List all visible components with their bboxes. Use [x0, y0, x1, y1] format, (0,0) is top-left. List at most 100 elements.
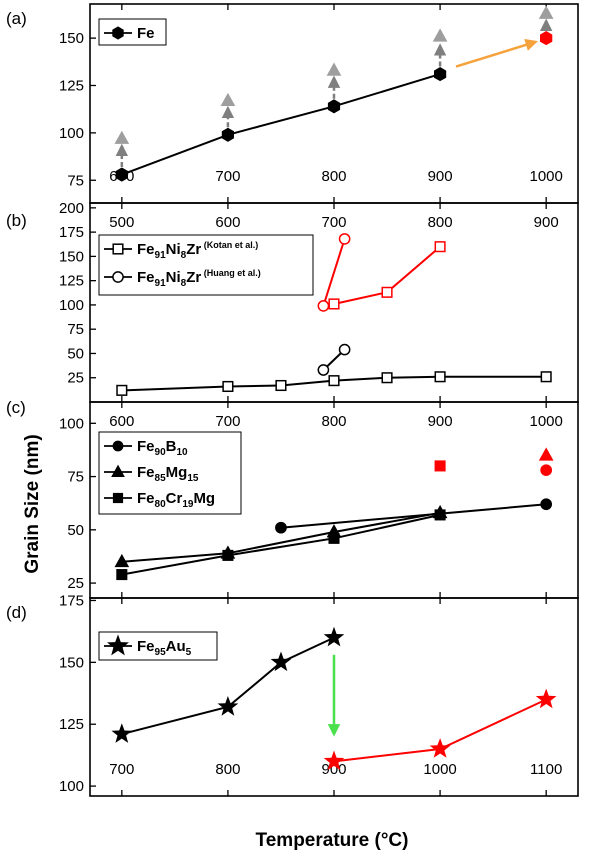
panel-c-label: (c): [6, 398, 26, 417]
data-point: [270, 651, 292, 672]
data-point: [220, 92, 236, 107]
y-tick-label: 125: [59, 273, 84, 290]
legend-marker: [112, 271, 124, 283]
y-tick-label: 100: [59, 778, 84, 795]
legend-label-part: 10: [176, 447, 188, 458]
legend-label: Fe90B10: [137, 438, 188, 458]
data-point: [111, 723, 133, 743]
legend-label-part: 91: [155, 278, 167, 289]
x-tick-label: 700: [321, 214, 346, 231]
x-tick-label: 900: [428, 413, 453, 430]
legend-label-part: B: [166, 438, 177, 455]
legend-label-part: (Huang et al.): [201, 268, 261, 278]
x-tick-label: 1100: [530, 761, 562, 778]
x-tick-label: 900: [534, 214, 559, 231]
data-point: [381, 286, 393, 298]
legend-label: Fe91Ni8Zr (Kotan et al.): [137, 240, 258, 261]
y-tick-label: 50: [67, 522, 84, 539]
y-tick-label: 50: [67, 345, 84, 362]
legend-label: Fe85Mg15: [137, 464, 199, 484]
series-line: [322, 238, 346, 307]
data-point: [221, 127, 234, 142]
x-tick-label: 500: [109, 214, 134, 231]
data-point: [540, 31, 553, 46]
legend-label-part: Ni: [166, 241, 181, 258]
series-line: [121, 513, 441, 576]
data-point: [432, 28, 448, 42]
legend-label: Fe80Cr19Mg: [137, 490, 215, 510]
data-point: [323, 626, 345, 647]
y-tick-label: 75: [67, 321, 84, 338]
data-point: [222, 380, 234, 393]
data-point: [114, 553, 130, 568]
panel-b-label: (b): [6, 211, 27, 230]
data-point: [326, 62, 342, 76]
legend-label-part: 95: [155, 647, 167, 658]
legend-marker: [112, 440, 124, 452]
legend-marker: [112, 243, 124, 255]
legend: Fe95Au5: [98, 631, 218, 661]
legend-label-part: 91: [155, 250, 167, 261]
y-tick-label: 75: [67, 469, 84, 486]
x-tick-label: 800: [428, 214, 453, 231]
legend-label-part: Fe: [137, 269, 155, 286]
data-point: [434, 67, 447, 82]
data-point: [338, 233, 351, 245]
data-point: [275, 379, 287, 392]
legend-label-part: Fe: [137, 464, 155, 481]
panel-d: (d) 100 125 150 175 700 800 900 1000 1100 Fe95Au5: [6, 592, 579, 797]
y-tick-label: 100: [59, 415, 84, 432]
legend-label: Fe: [137, 25, 155, 42]
x-tick-label: 1000: [423, 761, 456, 778]
data-point: [538, 5, 554, 19]
annotation-arrow: [455, 38, 538, 68]
y-tick-label: 200: [59, 200, 84, 217]
legend: Fe: [98, 18, 167, 46]
x-tick-label: 600: [215, 214, 240, 231]
series-line: [121, 636, 335, 736]
legend-marker: [112, 26, 124, 40]
data-point: [434, 509, 446, 521]
x-tick-label: 800: [321, 413, 346, 430]
y-tick-label: 150: [59, 30, 84, 47]
panel-d-label: (d): [6, 603, 27, 622]
legend-label: Fe91Ni8Zr (Huang et al.): [137, 268, 261, 289]
legend-label-part: 15: [187, 473, 199, 484]
y-tick-label: 150: [59, 654, 84, 671]
data-point: [540, 498, 553, 511]
legend-label-part: Zr: [186, 241, 201, 258]
legend-marker: [107, 634, 129, 656]
x-tick-label: 900: [428, 168, 453, 185]
x-tick-label: 1000: [529, 413, 562, 430]
legend-label-part: 5: [186, 647, 192, 658]
y-tick-label: 25: [67, 370, 84, 387]
data-point: [434, 460, 446, 472]
series-line: [121, 73, 441, 176]
y-tick-label: 125: [59, 77, 84, 94]
data-point: [535, 688, 557, 709]
data-point: [114, 130, 130, 144]
panel-a-label: (a): [6, 9, 27, 28]
legend: Fe91Ni8Zr (Kotan et al.) Fe91Ni8Zr (Huang…: [98, 234, 314, 296]
data-point: [323, 750, 345, 771]
legend-marker: [111, 464, 125, 477]
legend-label-part: Zr: [186, 269, 201, 286]
series-line: [280, 503, 547, 529]
panel-a: (a) 751001251506007008009001000Fe: [6, 3, 579, 204]
data-point: [538, 447, 554, 461]
legend-label-part: Fe: [137, 438, 155, 455]
x-tick-label: 700: [109, 761, 134, 778]
legend-label-part: Mg: [166, 464, 188, 481]
data-point: [116, 384, 128, 396]
data-point: [429, 738, 451, 758]
legend-label: Fe95Au5: [137, 638, 192, 658]
data-point: [116, 569, 128, 581]
x-tick-label: 900: [321, 761, 346, 778]
y-axis-title: Grain Size (nm): [22, 434, 43, 573]
data-point: [328, 298, 340, 310]
data-point: [338, 343, 351, 356]
